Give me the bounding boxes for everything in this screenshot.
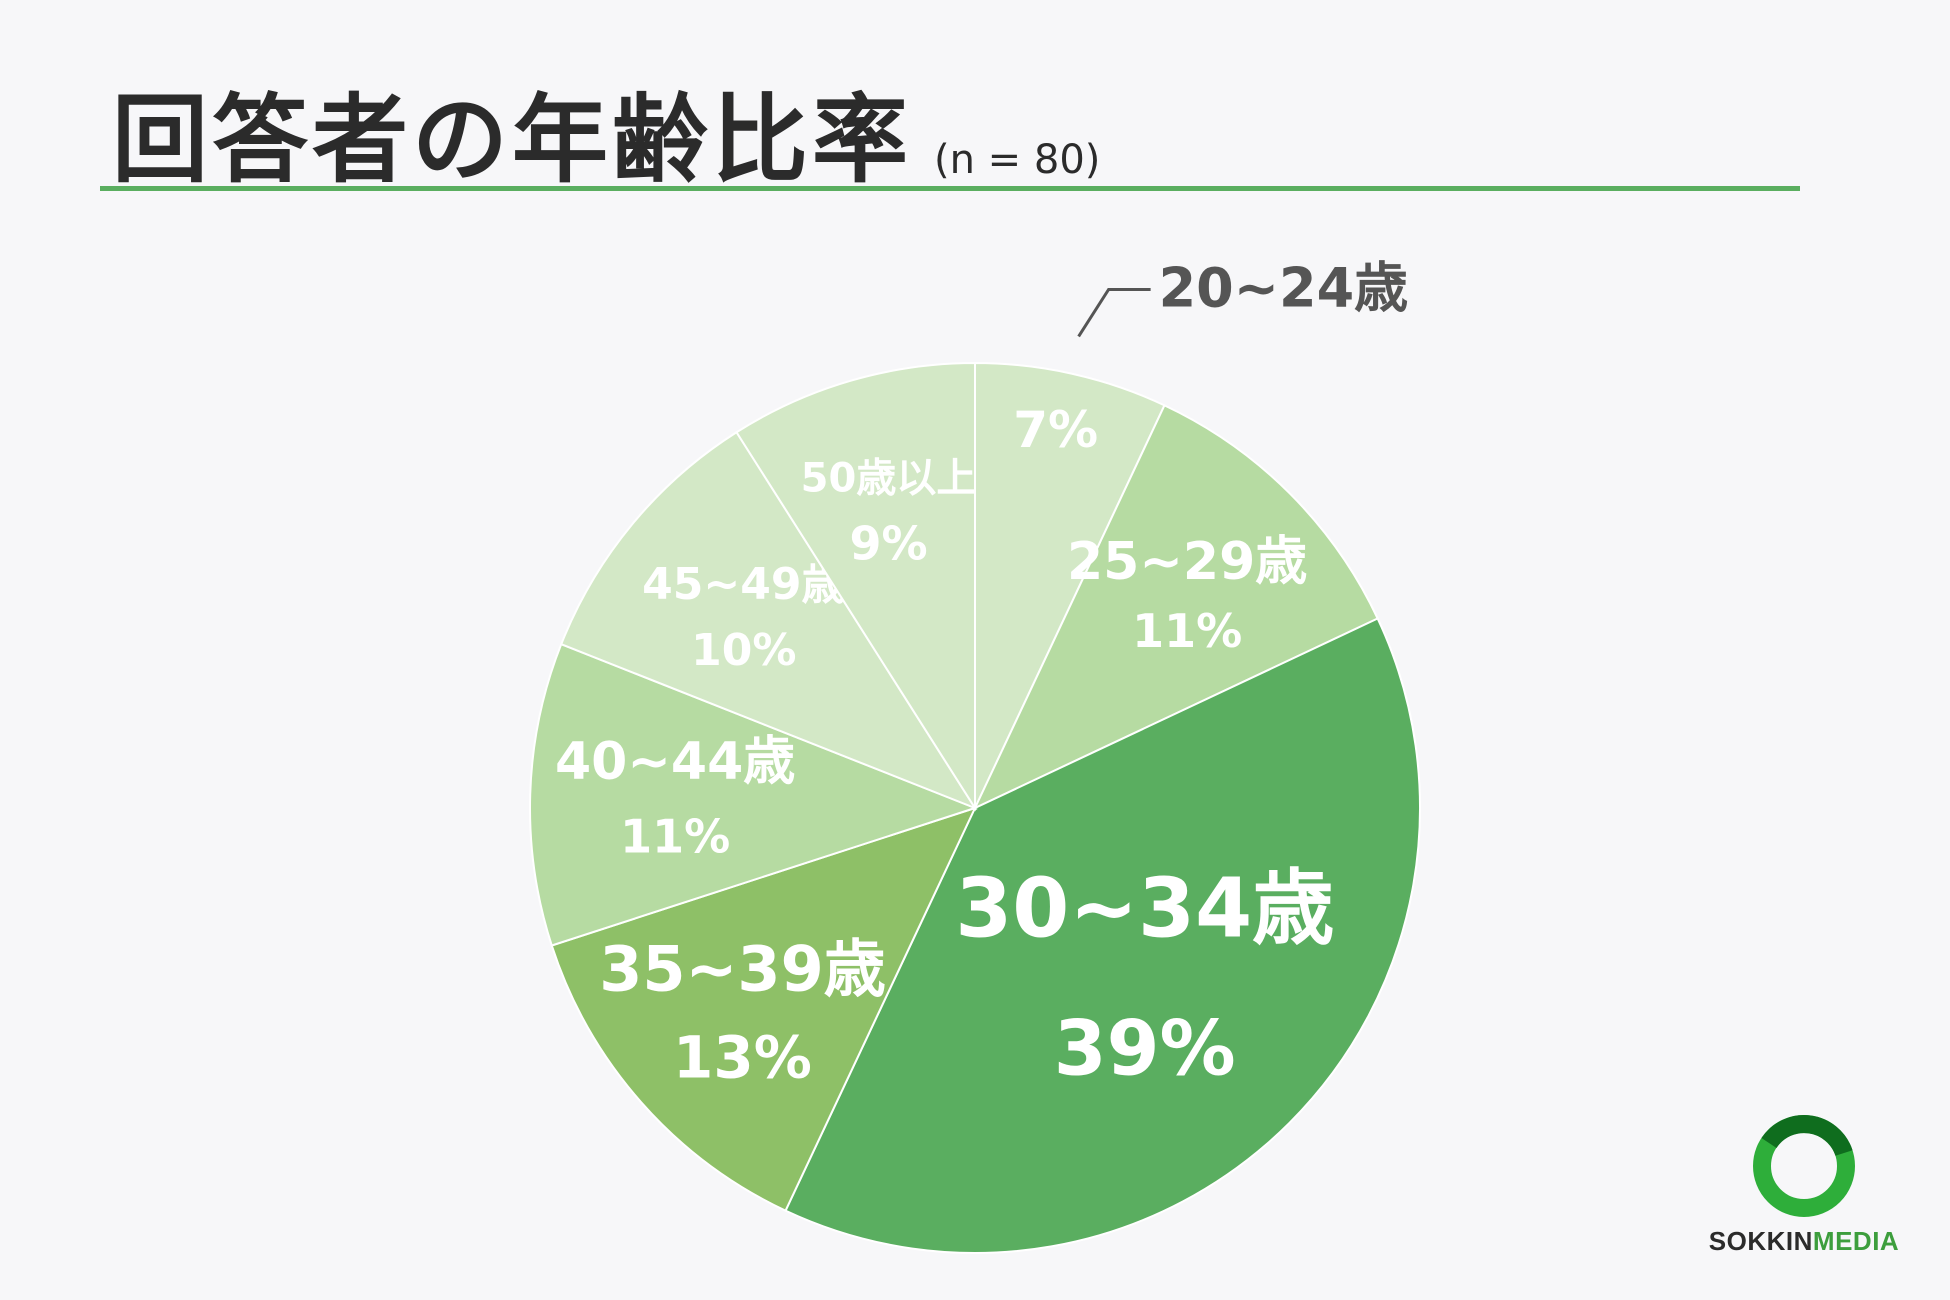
slice-category-label: 50歳以上 xyxy=(801,455,977,501)
sokkin-media-logo: SOKKINMEDIA xyxy=(1694,1108,1914,1258)
slice-category-label: 35~39歳 xyxy=(599,933,886,1006)
slice-value-label: 13% xyxy=(673,1023,812,1091)
leader-line xyxy=(1077,287,1151,338)
slice-category-label: 45~49歳 xyxy=(642,559,845,610)
pie-slice xyxy=(735,361,976,812)
pie-slice xyxy=(972,404,1379,811)
pie-slice xyxy=(974,361,1166,809)
pie-slice xyxy=(529,642,978,947)
chart-title: 回答者の年齢比率 xyxy=(112,84,912,196)
slice-value-label: 10% xyxy=(691,625,796,676)
slice-value-label: 39% xyxy=(1054,1003,1236,1092)
logo-ring-icon xyxy=(1753,1115,1855,1217)
logo-text-part1: SOKKIN xyxy=(1708,1226,1813,1256)
chart-subtitle: (n = 80) xyxy=(934,137,1101,183)
slice-value-label: 11% xyxy=(1132,604,1242,658)
logo-text: SOKKINMEDIA xyxy=(1694,1226,1914,1257)
pie-slice xyxy=(559,430,978,811)
slice-category-label: 40~44歳 xyxy=(555,732,795,792)
slice-category-label: 25~29歳 xyxy=(1067,532,1307,592)
chart-title-group: 回答者の年齢比率 (n = 80) xyxy=(112,62,1100,201)
slice-category-label: 30~34歳 xyxy=(955,861,1334,956)
pie-slice xyxy=(550,806,977,1212)
slice-value-label: 9% xyxy=(849,516,927,570)
slice-category-label: 20~24歳 xyxy=(1159,256,1409,319)
title-underline xyxy=(100,186,1800,191)
logo-text-part2: MEDIA xyxy=(1812,1226,1900,1256)
slice-value-label: 11% xyxy=(620,810,730,864)
slice-value-label: 7% xyxy=(1013,401,1098,459)
pie-slice xyxy=(784,617,1421,1254)
